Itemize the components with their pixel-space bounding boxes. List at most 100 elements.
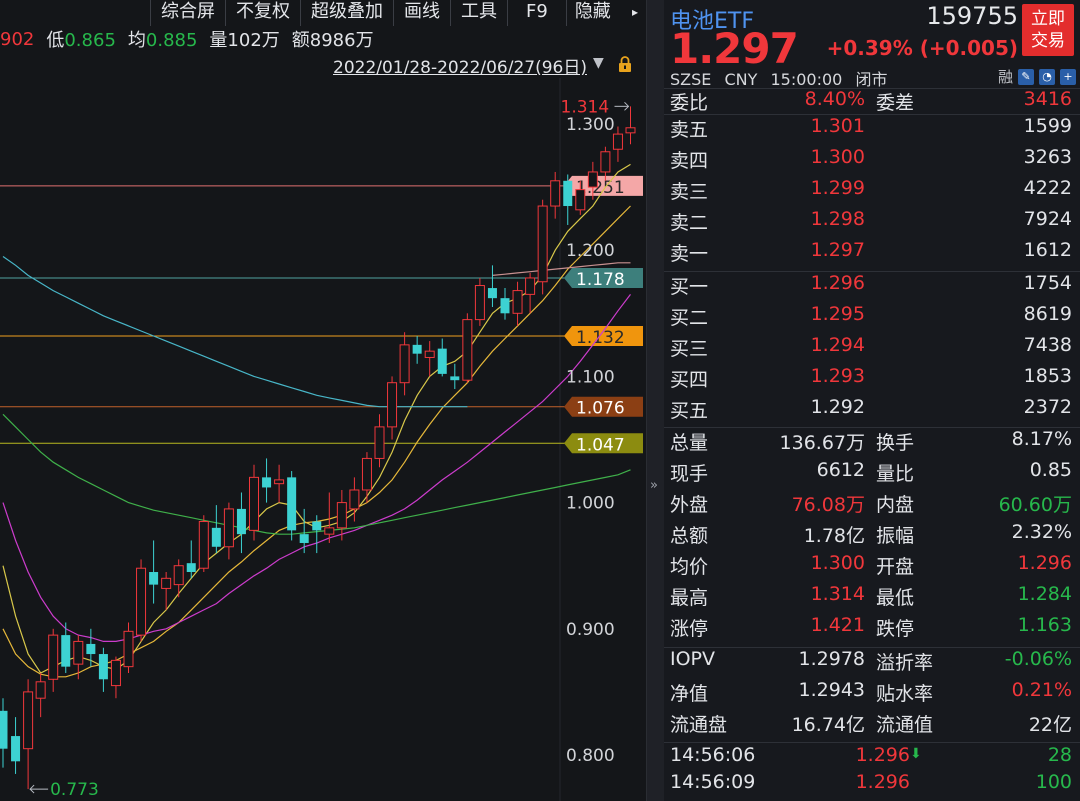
price-line-tag[interactable]: 1.076: [564, 396, 643, 419]
candle-body: [236, 508, 246, 535]
divider: [664, 647, 1080, 648]
stat-value: 1.296: [1017, 552, 1072, 574]
tick-volume: 100: [1035, 771, 1072, 793]
lock-icon[interactable]: [618, 56, 632, 72]
moving-average-line: [2, 163, 631, 674]
order-book-sell-row[interactable]: 卖五 1.301 1599: [664, 115, 1080, 146]
trade-now-button[interactable]: 立即 交易: [1022, 4, 1074, 56]
toolbar-more-arrow-icon[interactable]: ▸: [632, 5, 639, 19]
toolbar-f9-button[interactable]: F9: [507, 0, 566, 26]
stat-label: 外盘: [670, 494, 709, 516]
order-book-sell-row[interactable]: 卖一 1.297 1612: [664, 239, 1080, 270]
toolbar-hide-button[interactable]: 隐藏: [565, 0, 615, 26]
candle-body: [474, 285, 485, 321]
price-line-tag[interactable]: 1.132: [564, 326, 643, 348]
toolbar-no-adjust-button[interactable]: 不复权: [225, 0, 300, 26]
order-book-sell-row[interactable]: 卖三 1.299 4222: [664, 177, 1080, 208]
sell-volume: 4222: [1023, 177, 1072, 199]
price-line-tag-label: 1.047: [576, 435, 625, 455]
order-book-sell-row[interactable]: 卖四 1.300 3263: [664, 146, 1080, 177]
stat-avg-label: 均: [127, 30, 146, 51]
candle-body: [173, 565, 184, 586]
buy-volume: 2372: [1023, 396, 1072, 418]
candle-body: [600, 151, 611, 173]
price-line-tag-bg: [564, 396, 643, 417]
order-book-buy-row[interactable]: 买五 1.292 2372: [664, 396, 1080, 427]
collapse-arrow-icon[interactable]: »: [650, 478, 658, 493]
stat-label: 涨停: [670, 618, 709, 640]
candle-body: [287, 477, 297, 531]
buy-volume: 1853: [1023, 365, 1072, 387]
price-line-tag[interactable]: 1.047: [564, 433, 643, 455]
price-line-tag-label: 1.132: [576, 328, 625, 348]
divider: [664, 88, 1080, 89]
quote-stat-row: 现手 6612 量比 0.85: [664, 459, 1080, 490]
y-axis-tick-label: 1.000: [566, 494, 615, 514]
chart-toolbar: 综合屏 不复权 超级叠加 画线 工具 F9 隐藏: [150, 0, 615, 26]
stat-label: 最低: [876, 587, 915, 609]
stat-label: 振幅: [876, 525, 915, 547]
tick-price: 1.296: [855, 771, 910, 793]
add-icon[interactable]: +: [1060, 68, 1076, 85]
buy-price: 1.295: [810, 303, 865, 325]
tick-row: 14:56:06 1.296 ⬇ 28: [664, 744, 1080, 775]
caret-down-icon[interactable]: ▼: [593, 55, 604, 71]
edit-icon[interactable]: ✎: [1018, 68, 1034, 85]
candle-body: [387, 382, 398, 428]
toolbar-draw-button[interactable]: 画线: [393, 0, 450, 26]
candle-body: [450, 376, 460, 381]
down-arrow-icon: ⬇: [910, 746, 922, 762]
wc-value: 3416: [1023, 88, 1072, 110]
candlestick-chart[interactable]: 1.2511.1781.1321.0761.0471.3001.2001.100…: [0, 78, 646, 801]
buy-price: 1.294: [810, 334, 865, 356]
stat-high-value: 902: [0, 28, 35, 50]
price-line-tag-label: 1.178: [576, 270, 625, 290]
bell-icon[interactable]: ◔: [1039, 68, 1055, 85]
candle-body: [625, 127, 636, 134]
order-book-buy-row[interactable]: 买四 1.293 1853: [664, 365, 1080, 396]
moving-average-line: [492, 262, 631, 276]
candle-body: [374, 426, 385, 459]
order-book-buy-row[interactable]: 买三 1.294 7438: [664, 334, 1080, 365]
candle-body: [324, 527, 335, 535]
candle-body: [123, 630, 134, 668]
sell-price: 1.299: [810, 177, 865, 199]
price-line-tag[interactable]: 1.178: [564, 267, 643, 290]
quote-panel: 电池ETF 159755 立即 交易 1.297 +0.39% (+0.005)…: [664, 0, 1080, 801]
security-name[interactable]: 电池ETF: [670, 9, 754, 34]
fund-label: 贴水率: [876, 683, 934, 705]
divider: [664, 427, 1080, 428]
fund-stat-row: 流通盘 16.74亿 流通值 22亿: [664, 710, 1080, 741]
fund-value: 22亿: [1028, 714, 1072, 736]
toolbar-tools-button[interactable]: 工具: [450, 0, 507, 26]
candle-body: [437, 348, 447, 374]
kline-chart-panel[interactable]: 综合屏 不复权 超级叠加 画线 工具 F9 隐藏 ▸ 902 低0.865 均0…: [0, 0, 646, 801]
divider: [664, 271, 1080, 272]
panel-splitter[interactable]: »: [646, 0, 664, 801]
toolbar-overlay-button[interactable]: 超级叠加: [300, 0, 393, 26]
candle-body: [462, 319, 473, 381]
candle-body: [0, 710, 8, 749]
sell-volume: 1599: [1023, 115, 1072, 137]
quote-stat-row: 总量 136.67万 换手 8.17%: [664, 428, 1080, 459]
candle-body: [186, 563, 196, 573]
date-range-label[interactable]: 2022/01/28-2022/06/27(96日): [333, 58, 587, 78]
buy-price: 1.293: [810, 365, 865, 387]
order-book-buy-row[interactable]: 买一 1.296 1754: [664, 272, 1080, 303]
candle-body: [249, 476, 259, 531]
order-book-sell-row[interactable]: 卖二 1.298 7924: [664, 208, 1080, 239]
market-status-label: 闭市: [855, 70, 888, 89]
stat-value: 1.314: [810, 583, 865, 605]
candle-body: [575, 189, 586, 211]
candle-body: [525, 277, 536, 295]
stat-value: 0.85: [1029, 459, 1072, 481]
sell-price: 1.300: [810, 146, 865, 168]
sell-volume: 1612: [1023, 239, 1072, 261]
buy-level-label: 买四: [670, 369, 709, 391]
toolbar-composite-button[interactable]: 综合屏: [150, 0, 225, 26]
sell-volume: 3263: [1023, 146, 1072, 168]
low-marker-arrow: [29, 784, 35, 794]
order-book-buy-row[interactable]: 买二 1.295 8619: [664, 303, 1080, 334]
margin-label: 融: [997, 68, 1013, 86]
stat-vol-value: 102万: [227, 30, 280, 51]
